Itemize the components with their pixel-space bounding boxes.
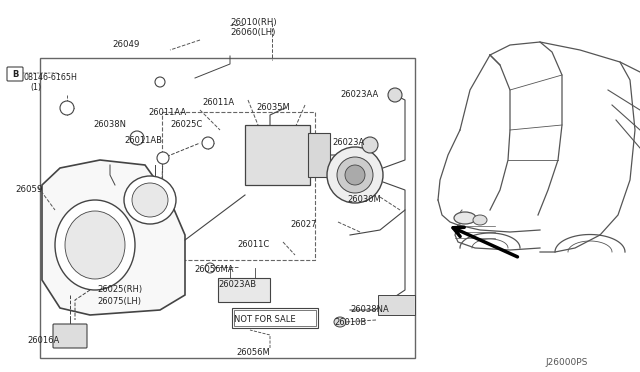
- Text: 26038N: 26038N: [93, 120, 126, 129]
- Bar: [378, 295, 415, 315]
- Ellipse shape: [65, 211, 125, 279]
- Circle shape: [130, 131, 144, 145]
- FancyBboxPatch shape: [53, 324, 87, 348]
- Ellipse shape: [132, 183, 168, 217]
- Bar: [308, 133, 330, 177]
- Circle shape: [202, 137, 214, 149]
- Ellipse shape: [473, 215, 487, 225]
- Text: 26016A: 26016A: [27, 336, 60, 345]
- Text: (1): (1): [30, 83, 41, 92]
- Text: 26011AA: 26011AA: [148, 108, 186, 117]
- Ellipse shape: [55, 200, 135, 290]
- Text: 26011AB: 26011AB: [124, 136, 162, 145]
- Bar: [245, 125, 310, 185]
- Circle shape: [388, 88, 402, 102]
- Text: 26035M: 26035M: [256, 103, 290, 112]
- Bar: [162, 112, 315, 260]
- Text: 26060(LH): 26060(LH): [230, 28, 275, 37]
- FancyBboxPatch shape: [7, 67, 23, 81]
- Text: 26049: 26049: [112, 40, 140, 49]
- Text: 26010B: 26010B: [334, 318, 366, 327]
- Text: 26030M: 26030M: [347, 195, 381, 204]
- Text: 26023AB: 26023AB: [218, 280, 256, 289]
- Circle shape: [60, 101, 74, 115]
- Bar: [232, 308, 318, 328]
- Ellipse shape: [124, 176, 176, 224]
- Text: 08146-6165H: 08146-6165H: [24, 73, 78, 82]
- Text: 26010(RH): 26010(RH): [230, 18, 276, 27]
- Text: 26023A: 26023A: [332, 138, 364, 147]
- Text: 26056M: 26056M: [236, 348, 269, 357]
- Text: 26038NA: 26038NA: [350, 305, 388, 314]
- Circle shape: [337, 157, 373, 193]
- Text: 26011A: 26011A: [202, 98, 234, 107]
- Bar: [218, 278, 270, 302]
- Ellipse shape: [454, 212, 476, 224]
- Polygon shape: [42, 160, 185, 315]
- Text: 26056MA: 26056MA: [194, 265, 234, 274]
- Text: NOT FOR SALE: NOT FOR SALE: [234, 315, 296, 324]
- Bar: [40, 58, 415, 358]
- Circle shape: [205, 263, 215, 273]
- Text: 26059: 26059: [15, 185, 42, 194]
- Circle shape: [157, 152, 169, 164]
- Text: J26000PS: J26000PS: [545, 358, 588, 367]
- Ellipse shape: [334, 317, 346, 327]
- Text: 26025(RH): 26025(RH): [97, 285, 142, 294]
- Circle shape: [345, 165, 365, 185]
- Text: 26025C: 26025C: [170, 120, 202, 129]
- Text: 26027: 26027: [290, 220, 317, 229]
- Text: B: B: [12, 70, 18, 78]
- Text: 26023AA: 26023AA: [340, 90, 378, 99]
- Circle shape: [362, 137, 378, 153]
- Circle shape: [155, 77, 165, 87]
- Circle shape: [327, 147, 383, 203]
- Bar: [234, 310, 316, 326]
- Text: 26011C: 26011C: [237, 240, 269, 249]
- Text: 26075(LH): 26075(LH): [97, 297, 141, 306]
